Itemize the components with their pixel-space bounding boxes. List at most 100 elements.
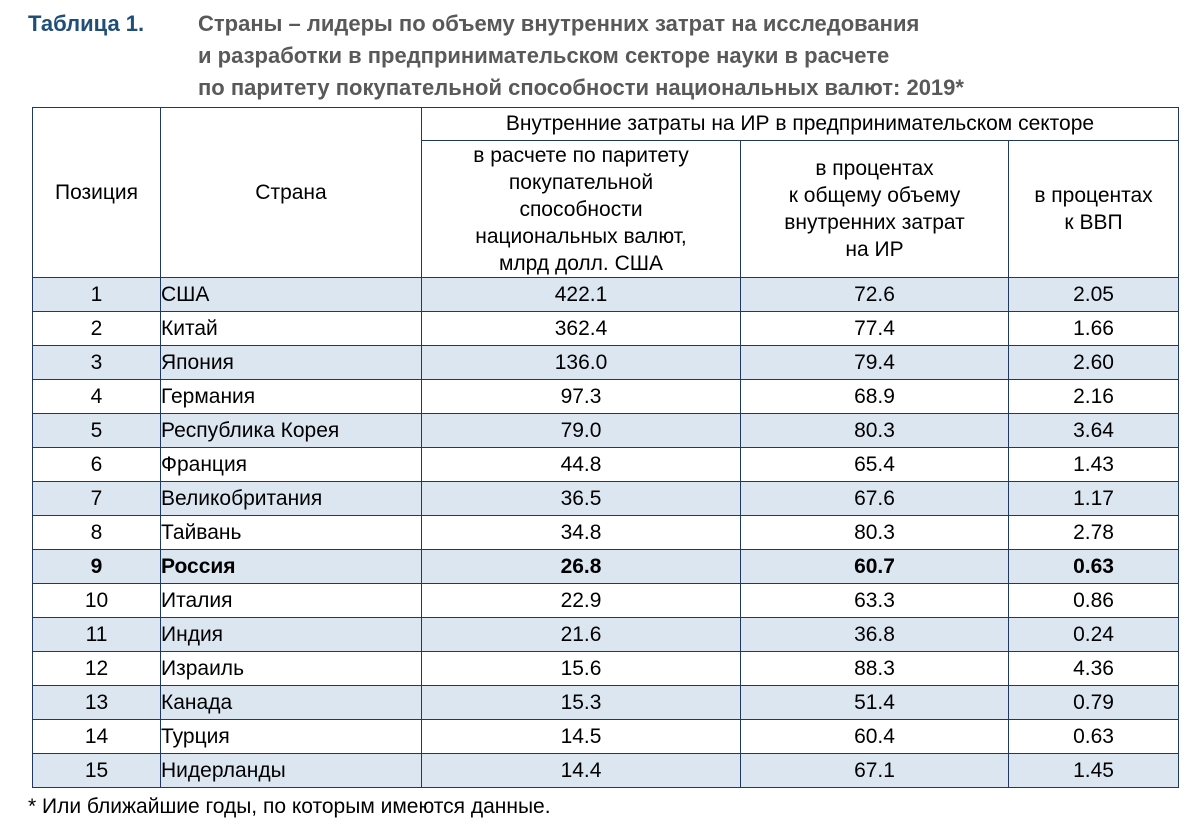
table-row: 15 Нидерланды 14.4 67.1 1.45 [32, 753, 1179, 788]
cell-gdp: 2.60 [1008, 345, 1179, 380]
table-row: 12 Израиль 15.6 88.3 4.36 [32, 651, 1179, 686]
cell-share: 68.9 [740, 379, 1009, 414]
cell-share: 60.4 [740, 719, 1009, 754]
cell-ppp: 136.0 [421, 345, 741, 380]
cell-ppp: 79.0 [421, 413, 741, 448]
cell-position: 15 [32, 753, 161, 788]
cell-gdp: 1.45 [1008, 753, 1179, 788]
cell-country: Канада [160, 685, 422, 720]
cell-ppp: 14.5 [421, 719, 741, 754]
cell-ppp: 15.6 [421, 651, 741, 686]
cell-position: 9 [32, 549, 161, 584]
table-row: 4 Германия 97.3 68.9 2.16 [32, 379, 1179, 414]
cell-position: 4 [32, 379, 161, 414]
cell-ppp: 22.9 [421, 583, 741, 618]
header-gdp: в процентах к ВВП [1008, 140, 1179, 278]
cell-position: 5 [32, 413, 161, 448]
header-line: к общему объему [788, 184, 961, 207]
cell-gdp: 1.17 [1008, 481, 1179, 516]
cell-ppp: 14.4 [421, 753, 741, 788]
table-number: Таблица 1. [28, 11, 145, 36]
cell-gdp: 0.79 [1008, 685, 1179, 720]
cell-country: Япония [160, 345, 422, 380]
cell-ppp: 15.3 [421, 685, 741, 720]
header-line: в процентах [1034, 184, 1153, 207]
cell-gdp: 2.16 [1008, 379, 1179, 414]
cell-gdp: 4.36 [1008, 651, 1179, 686]
cell-country: США [160, 277, 422, 312]
header-country: Страна [160, 107, 422, 278]
table-title-line: по паритету покупательной способности на… [198, 75, 964, 100]
cell-country: Турция [160, 719, 422, 754]
header-ppp: в расчете по паритету покупательной спос… [421, 140, 741, 278]
table-row: 3 Япония 136.0 79.4 2.60 [32, 345, 1179, 380]
cell-country: Италия [160, 583, 422, 618]
table-row: 13 Канада 15.3 51.4 0.79 [32, 685, 1179, 720]
cell-share: 51.4 [740, 685, 1009, 720]
cell-gdp: 0.86 [1008, 583, 1179, 618]
cell-share: 80.3 [740, 515, 1009, 550]
table-row: 9 Россия 26.8 60.7 0.63 [32, 549, 1179, 584]
table-row: 10 Италия 22.9 63.3 0.86 [32, 583, 1179, 618]
table-row: 11 Индия 21.6 36.8 0.24 [32, 617, 1179, 652]
header-line: млрд долл. США [498, 251, 664, 275]
cell-gdp: 0.63 [1008, 719, 1179, 754]
table-title-line: и разработки в предпринимательском секто… [198, 43, 890, 68]
header-line: покупательной [508, 170, 654, 194]
cell-gdp: 1.43 [1008, 447, 1179, 482]
cell-gdp: 3.64 [1008, 413, 1179, 448]
table-body: 1 США 422.1 72.6 2.05 2 Китай 362.4 77.4 1.66 3 Япо… [32, 277, 1179, 788]
cell-ppp: 97.3 [421, 379, 741, 414]
table-title-line: Страны – лидеры по объему внутренних зат… [198, 11, 920, 36]
footnote: * Или ближайшие годы, по которым имеются… [28, 795, 551, 818]
cell-country: Нидерланды [160, 753, 422, 788]
cell-country: Индия [160, 617, 422, 652]
cell-position: 10 [32, 583, 161, 618]
cell-ppp: 34.8 [421, 515, 741, 550]
cell-gdp: 0.63 [1008, 549, 1179, 584]
table-row: 5 Республика Корея 79.0 80.3 3.64 [32, 413, 1179, 448]
cell-ppp: 362.4 [421, 311, 741, 346]
cell-ppp: 21.6 [421, 617, 741, 652]
cell-share: 36.8 [740, 617, 1009, 652]
cell-share: 60.7 [740, 549, 1009, 584]
cell-country: Тайвань [160, 515, 422, 550]
cell-gdp: 2.78 [1008, 515, 1179, 550]
cell-position: 6 [32, 447, 161, 482]
cell-position: 7 [32, 481, 161, 516]
cell-position: 3 [32, 345, 161, 380]
cell-ppp: 44.8 [421, 447, 741, 482]
cell-position: 13 [32, 685, 161, 720]
cell-position: 11 [32, 617, 161, 652]
table-caption: Таблица 1. Страны – лидеры по объему вну… [28, 8, 1188, 104]
cell-share: 77.4 [740, 311, 1009, 346]
cell-share: 67.6 [740, 481, 1009, 516]
cell-share: 67.1 [740, 753, 1009, 788]
header-share: в процентах к общему объему внутренних з… [740, 140, 1009, 278]
cell-country: Китай [160, 311, 422, 346]
cell-country: Франция [160, 447, 422, 482]
table-row: 1 США 422.1 72.6 2.05 [32, 277, 1179, 312]
cell-position: 12 [32, 651, 161, 686]
header-group: Внутренние затраты на ИР в предпринимате… [421, 107, 1179, 141]
cell-gdp: 2.05 [1008, 277, 1179, 312]
header-position: Позиция [32, 107, 161, 278]
cell-share: 88.3 [740, 651, 1009, 686]
cell-country: Республика Корея [160, 413, 422, 448]
cell-position: 1 [32, 277, 161, 312]
cell-country: Великобритания [160, 481, 422, 516]
cell-position: 8 [32, 515, 161, 550]
header-line: национальных валют, [475, 224, 687, 248]
header-line: в расчете по паритету [473, 143, 689, 167]
cell-ppp: 36.5 [421, 481, 741, 516]
header-line: на ИР [845, 238, 904, 261]
cell-share: 72.6 [740, 277, 1009, 312]
table-row: 14 Турция 14.5 60.4 0.63 [32, 719, 1179, 754]
cell-share: 63.3 [740, 583, 1009, 618]
cell-country: Израиль [160, 651, 422, 686]
table-row: 6 Франция 44.8 65.4 1.43 [32, 447, 1179, 482]
header-line: внутренних затрат [784, 211, 965, 234]
table-row: 8 Тайвань 34.8 80.3 2.78 [32, 515, 1179, 550]
header-line: в процентах [815, 157, 934, 180]
header-line: к ВВП [1064, 211, 1123, 234]
